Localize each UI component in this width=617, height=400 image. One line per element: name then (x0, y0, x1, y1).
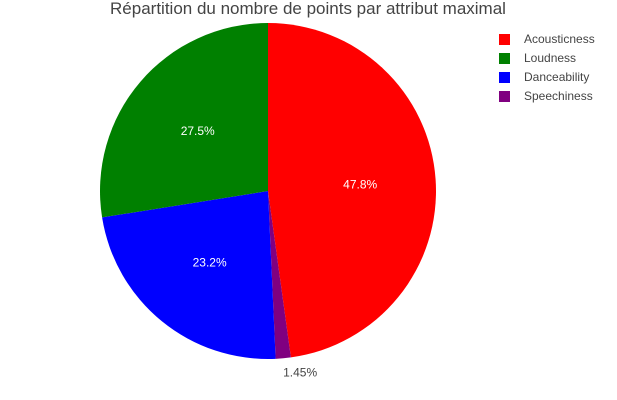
legend-swatch (499, 53, 510, 64)
slice-label-loudness: 27.5% (181, 124, 215, 138)
slice-label-danceability: 23.2% (193, 256, 227, 270)
legend-label: Acousticness (524, 32, 595, 46)
legend-swatch (499, 34, 510, 45)
pie-labels: 47.8% 1.45% 23.2% 27.5% (181, 124, 378, 379)
slice-label-speechiness: 1.45% (283, 365, 317, 379)
legend-item-acousticness[interactable]: Acousticness (499, 32, 595, 46)
legend-item-loudness[interactable]: Loudness (499, 51, 576, 65)
legend-label: Speechiness (524, 89, 593, 103)
pie-slice-danceability[interactable] (102, 191, 276, 359)
legend-label: Loudness (524, 51, 576, 65)
pie-slices (99, 23, 436, 359)
chart-title: Répartition du nombre de points par attr… (110, 0, 506, 18)
legend-label: Danceability (524, 70, 589, 84)
legend[interactable]: Acousticness Loudness Danceability Speechin… (499, 32, 595, 103)
legend-item-danceability[interactable]: Danceability (499, 70, 589, 84)
legend-swatch (499, 91, 510, 102)
pie-slice-loudness[interactable] (99, 23, 268, 218)
slice-label-acousticness: 47.8% (343, 178, 377, 192)
pie-slice-speechiness[interactable] (268, 191, 291, 359)
legend-item-speechiness[interactable]: Speechiness (499, 89, 593, 103)
legend-swatch (499, 72, 510, 83)
pie-slice-acousticness[interactable] (268, 23, 436, 358)
